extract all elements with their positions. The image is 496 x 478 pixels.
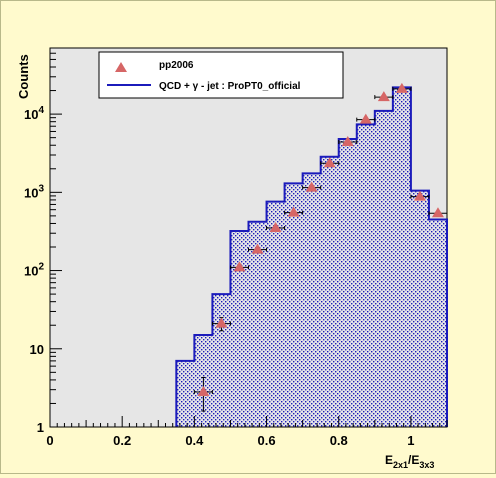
data-point-triangle	[359, 113, 372, 124]
y-tick-label: 103	[24, 183, 44, 200]
data-point-triangle	[233, 261, 246, 272]
histogram-bin	[338, 139, 357, 427]
data-point-triangle	[215, 317, 228, 328]
y-tick-label-base: 1	[37, 420, 44, 435]
histogram-bin	[266, 201, 285, 427]
legend-triangle-icon	[115, 62, 127, 72]
x-label-sub1: 2x1	[393, 460, 408, 470]
data-point-triangle	[341, 135, 354, 146]
legend: pp2006 QCD + γ - jet : ProPT0_official	[98, 51, 344, 99]
y-axis-label: Counts	[16, 54, 31, 99]
histogram-bin	[392, 87, 411, 427]
y-tick-label-exponent: 3	[38, 183, 44, 194]
histogram-bin	[410, 190, 429, 427]
data-point-triangle	[287, 206, 300, 217]
histogram-bin	[320, 156, 339, 428]
histogram-bin	[230, 231, 249, 427]
data-point-triangle	[197, 386, 210, 397]
x-tick-label: 0.4	[185, 433, 204, 448]
y-tick-label-exponent: 4	[38, 105, 44, 116]
data-point-triangle	[431, 207, 444, 218]
y-tick-label-base: 10	[30, 342, 44, 357]
histogram-bin	[302, 173, 321, 427]
x-label-sub2: 3x3	[419, 460, 434, 470]
data-point-triangle	[377, 91, 390, 102]
histogram-bin	[428, 219, 447, 427]
y-tick-label-base: 10	[24, 185, 38, 200]
histogram-bin	[374, 110, 393, 427]
data-point-triangle	[413, 190, 426, 201]
x-tick-label: 0.6	[258, 433, 276, 448]
y-tick-label-exponent: 2	[38, 262, 44, 273]
legend-label-pp2006: pp2006	[159, 60, 194, 71]
y-tick-label: 10	[30, 342, 44, 357]
x-label-base: E	[385, 453, 393, 467]
data-point-triangle	[395, 82, 408, 93]
x-axis-ticks: 0 0.2 0.4 0.6 0.8 1	[46, 416, 448, 448]
data-points-layer	[193, 82, 448, 412]
data-point-triangle	[323, 157, 336, 168]
histogram-bin	[176, 360, 195, 427]
y-tick-label-base: 10	[24, 107, 38, 122]
y-tick-label-base: 10	[24, 264, 38, 279]
histogram-bin	[248, 221, 267, 427]
histogram-layer	[175, 86, 448, 428]
x-tick-label: 0.8	[330, 433, 348, 448]
y-tick-label: 102	[24, 262, 44, 279]
histogram-bin	[212, 294, 231, 427]
x-label-slash: /E	[408, 453, 419, 467]
y-tick-label: 104	[24, 105, 44, 122]
data-point-triangle	[251, 243, 264, 254]
histogram-outline	[175, 86, 448, 427]
y-tick-label: 1	[37, 420, 44, 435]
legend-box	[98, 51, 344, 99]
histogram-bin	[284, 183, 303, 427]
x-tick-label: 0.2	[113, 433, 131, 448]
x-tick-label: 1	[407, 433, 414, 448]
histogram-bin	[356, 124, 375, 427]
legend-label-qcd: QCD + γ - jet : ProPT0_official	[159, 81, 301, 92]
data-point-triangle	[305, 181, 318, 192]
data-point-triangle	[269, 221, 282, 232]
x-tick-label: 0	[46, 433, 53, 448]
x-axis-label: E2x1/E3x3	[385, 453, 434, 470]
